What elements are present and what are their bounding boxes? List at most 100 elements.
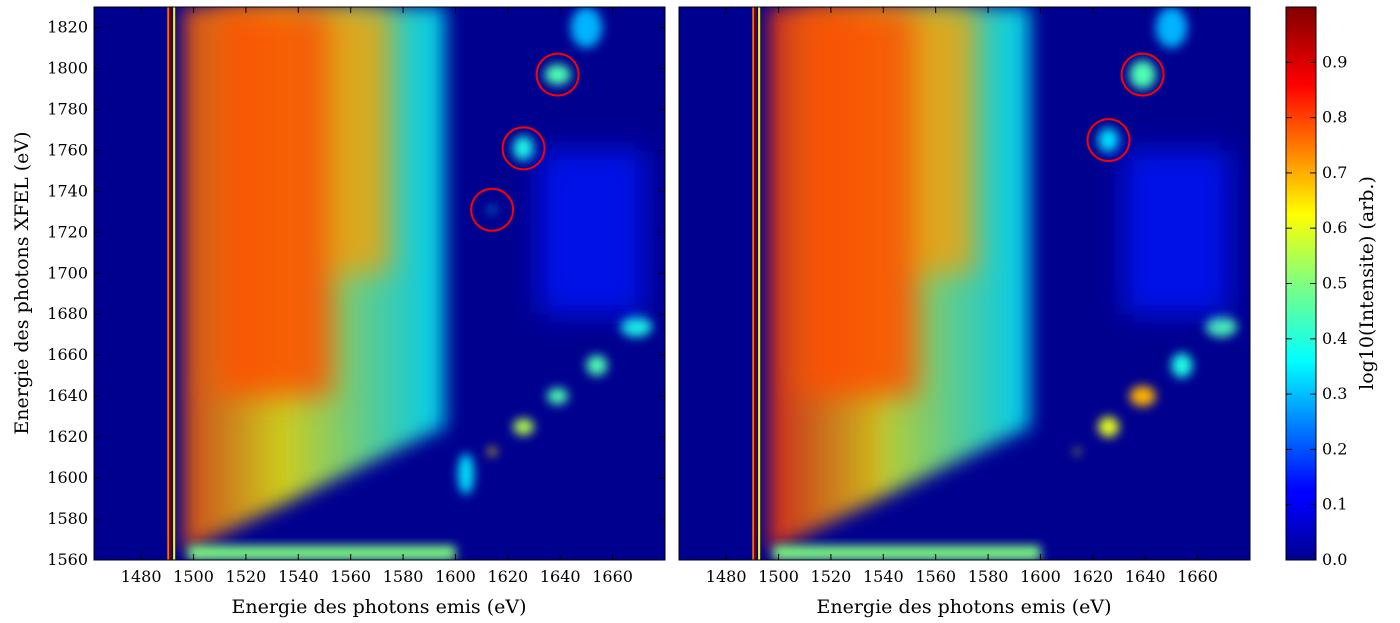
intensity-band <box>194 7 203 545</box>
x-tick-label: 1500 <box>758 567 799 586</box>
intensity-blob <box>1129 60 1156 89</box>
intensity-blob <box>458 453 474 495</box>
elastic-line-edge <box>758 7 761 560</box>
intensity-core-region <box>214 7 333 397</box>
x-axis-ticks-left: 1480 1500 1520 1540 1560 1580 1600 1620 1640 1660 <box>121 7 633 586</box>
x-tick-label: 1480 <box>121 567 162 586</box>
y-tick-label: 1580 <box>47 509 88 528</box>
highlight-circle <box>470 187 515 232</box>
y-tick-label: 1560 <box>47 550 88 569</box>
intensity-band <box>790 7 799 540</box>
y-tick-label: 1820 <box>47 17 88 36</box>
colorbar-tick-label: 0.9 <box>1322 52 1347 71</box>
y-tick-label: 1760 <box>47 140 88 159</box>
y-tick-label: 1620 <box>47 427 88 446</box>
intensity-bottom-strip <box>188 545 456 560</box>
intensity-band <box>425 7 434 435</box>
x-tick-label: 1580 <box>968 567 1009 586</box>
intensity-band <box>205 7 214 540</box>
colorbar-tick-label: 0.7 <box>1322 163 1347 182</box>
intensity-haze <box>1124 150 1230 315</box>
x-tick-label: 1520 <box>811 567 852 586</box>
intensity-band <box>999 7 1008 440</box>
intensity-band <box>435 7 444 430</box>
y-tick-label: 1600 <box>47 468 88 487</box>
x-tick-label: 1540 <box>278 567 319 586</box>
x-tick-label: 1660 <box>1177 567 1218 586</box>
intensity-band <box>1010 7 1019 435</box>
highlight-circle <box>1086 118 1131 163</box>
x-tick-label: 1620 <box>1072 567 1113 586</box>
colorbar-ticks: 0.0 0.1 0.2 0.3 0.4 0.5 0.6 0.7 0.8 0.9 <box>1286 52 1347 569</box>
x-tick-label: 1520 <box>226 567 267 586</box>
intensity-core-region <box>799 7 918 397</box>
y-tick-label: 1800 <box>47 58 88 77</box>
intensity-core <box>214 7 390 397</box>
x-tick-label: 1480 <box>706 567 747 586</box>
intensity-blob <box>544 64 571 85</box>
colorbar-tick-label: 0.2 <box>1322 439 1347 458</box>
plot-frame-right <box>678 6 1251 561</box>
intensity-core-region <box>332 7 390 274</box>
intensity-blob <box>1129 385 1156 407</box>
x-axis-label-right: Energie des photons emis (eV) <box>816 596 1111 618</box>
intensity-band <box>404 7 413 445</box>
intensity-blob <box>513 418 535 436</box>
colorbar-tick-label: 0.8 <box>1322 108 1347 127</box>
highlight-circle <box>1120 52 1165 97</box>
x-tick-label: 1620 <box>487 567 528 586</box>
intensity-band <box>769 7 778 550</box>
y-tick-label: 1740 <box>47 181 88 200</box>
intensity-blob <box>513 136 535 161</box>
intensity-blobs <box>1074 7 1237 455</box>
y-tick-label: 1720 <box>47 222 88 241</box>
highlight-circle <box>535 52 580 97</box>
colorbar-tick-label: 0.4 <box>1322 329 1347 348</box>
elastic-line <box>753 7 757 560</box>
highlight-circles-left <box>470 52 580 232</box>
elastic-line <box>168 7 172 560</box>
y-axis-ticks-left: 1560 1580 1600 1620 1640 1660 1680 1700 1720 1740… <box>47 17 665 569</box>
highlight-circle <box>501 126 546 171</box>
intensity-band <box>978 7 988 450</box>
intensity-core-region <box>917 7 975 274</box>
colorbar-tick-label: 0.3 <box>1322 384 1347 403</box>
x-tick-label: 1640 <box>1125 567 1166 586</box>
colorbar-tick-label: 0.0 <box>1322 550 1347 569</box>
y-tick-label: 1660 <box>47 345 88 364</box>
intensity-band <box>779 7 788 545</box>
intensity-core <box>799 7 975 397</box>
intensity-band <box>393 7 403 450</box>
x-tick-label: 1600 <box>1020 567 1061 586</box>
colorbar-tick-label: 0.1 <box>1322 495 1347 514</box>
intensity-blob <box>620 316 652 337</box>
x-tick-label: 1500 <box>173 567 214 586</box>
intensity-band <box>1020 7 1029 430</box>
intensity-band <box>184 7 193 550</box>
intensity-band <box>414 7 423 440</box>
x-tick-label: 1600 <box>435 567 476 586</box>
heatmap-panel-right: 1480 1500 1520 1540 1560 1580 1600 1620 1640 1660… <box>678 6 1251 618</box>
intensity-blob <box>488 447 497 456</box>
heatmap-intensity-right <box>752 7 1237 560</box>
intensity-blob <box>1171 353 1193 378</box>
intensity-blob <box>586 355 608 376</box>
highlight-circles-right <box>1086 52 1165 163</box>
x-tick-label: 1560 <box>330 567 371 586</box>
intensity-bottom-strip <box>773 545 1041 560</box>
intensity-blob <box>1098 416 1120 438</box>
x-tick-label: 1560 <box>915 567 956 586</box>
y-tick-label: 1700 <box>47 263 88 282</box>
intensity-blob <box>570 7 603 48</box>
intensity-blob <box>1098 127 1120 153</box>
intensity-haze <box>539 150 645 315</box>
y-tick-label: 1780 <box>47 99 88 118</box>
x-tick-label: 1640 <box>540 567 581 586</box>
plot-frame-left <box>93 6 666 561</box>
colorbar-tick-label: 0.6 <box>1322 218 1347 237</box>
colorbar-label: log10(Intensite) (arb.) <box>1356 176 1378 390</box>
elastic-line-edge <box>173 7 176 560</box>
x-tick-label: 1540 <box>863 567 904 586</box>
intensity-blobs <box>458 7 652 495</box>
